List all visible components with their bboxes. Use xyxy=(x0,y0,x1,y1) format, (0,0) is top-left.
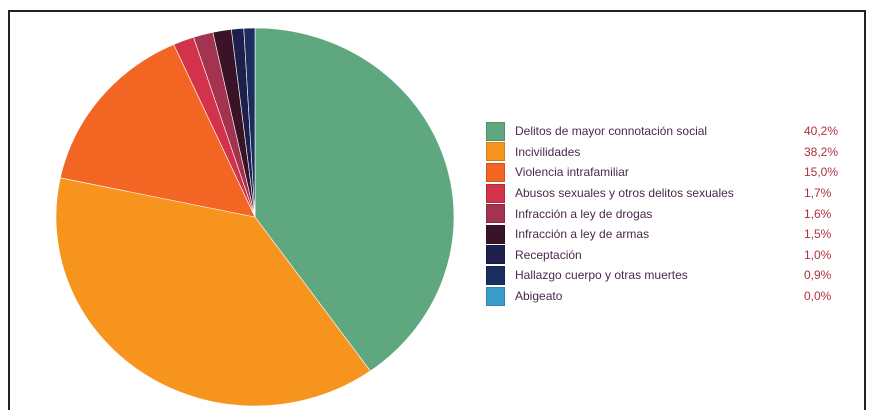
legend-label-2: Violencia intrafamiliar xyxy=(515,165,629,180)
legend-label-0: Delitos de mayor connotación social xyxy=(515,124,708,139)
legend-swatch-4 xyxy=(486,204,505,224)
legend-item-4: Infracción a ley de drogas 1,6% xyxy=(486,203,866,224)
legend-swatch-1 xyxy=(486,142,505,162)
legend-swatch-2 xyxy=(486,162,505,182)
legend-swatch-0 xyxy=(486,121,505,141)
legend-swatch-3 xyxy=(486,183,505,203)
legend-label-6: Receptación xyxy=(515,247,582,262)
legend-label-8: Abigeato xyxy=(515,289,563,304)
legend-swatch-5 xyxy=(486,224,505,244)
legend-value-6: 1,0% xyxy=(804,247,832,262)
legend-item-8: Abigeato 0,0% xyxy=(486,286,866,307)
legend-swatch-8 xyxy=(486,286,505,306)
legend-value-8: 0,0% xyxy=(804,289,832,304)
legend-value-0: 40,2% xyxy=(804,124,839,139)
legend: Delitos de mayor connotación social 40,2%… xyxy=(486,121,866,306)
legend-label-1: Incivilidades xyxy=(515,144,581,159)
legend-value-5: 1,5% xyxy=(804,227,832,242)
legend-label-7: Hallazgo cuerpo y otras muertes xyxy=(515,268,688,283)
legend-item-7: Hallazgo cuerpo y otras muertes 0,9% xyxy=(486,265,866,286)
legend-item-6: Receptación 1,0% xyxy=(486,245,866,266)
legend-item-3: Abusos sexuales y otros delitos sexuales… xyxy=(486,183,866,204)
legend-value-4: 1,6% xyxy=(804,206,832,221)
legend-value-2: 15,0% xyxy=(804,165,839,180)
legend-item-0: Delitos de mayor connotación social 40,2% xyxy=(486,121,866,142)
legend-item-2: Violencia intrafamiliar 15,0% xyxy=(486,162,866,183)
pie-slice-2 xyxy=(59,44,256,218)
legend-item-1: Incivilidades 38,2% xyxy=(486,142,866,163)
legend-label-5: Infracción a ley de armas xyxy=(515,227,650,242)
legend-label-4: Infracción a ley de drogas xyxy=(515,206,653,221)
pie-chart xyxy=(55,27,455,407)
legend-item-5: Infracción a ley de armas 1,5% xyxy=(486,224,866,245)
legend-value-3: 1,7% xyxy=(804,186,832,201)
legend-value-7: 0,9% xyxy=(804,268,832,283)
pie-slice-7 xyxy=(243,27,256,218)
legend-value-1: 38,2% xyxy=(804,144,839,159)
pie-slice-0 xyxy=(254,27,455,372)
legend-label-3: Abusos sexuales y otros delitos sexuales xyxy=(515,186,734,201)
pie-slice-1 xyxy=(55,177,371,407)
legend-swatch-6 xyxy=(486,245,505,265)
legend-swatch-7 xyxy=(486,265,505,285)
